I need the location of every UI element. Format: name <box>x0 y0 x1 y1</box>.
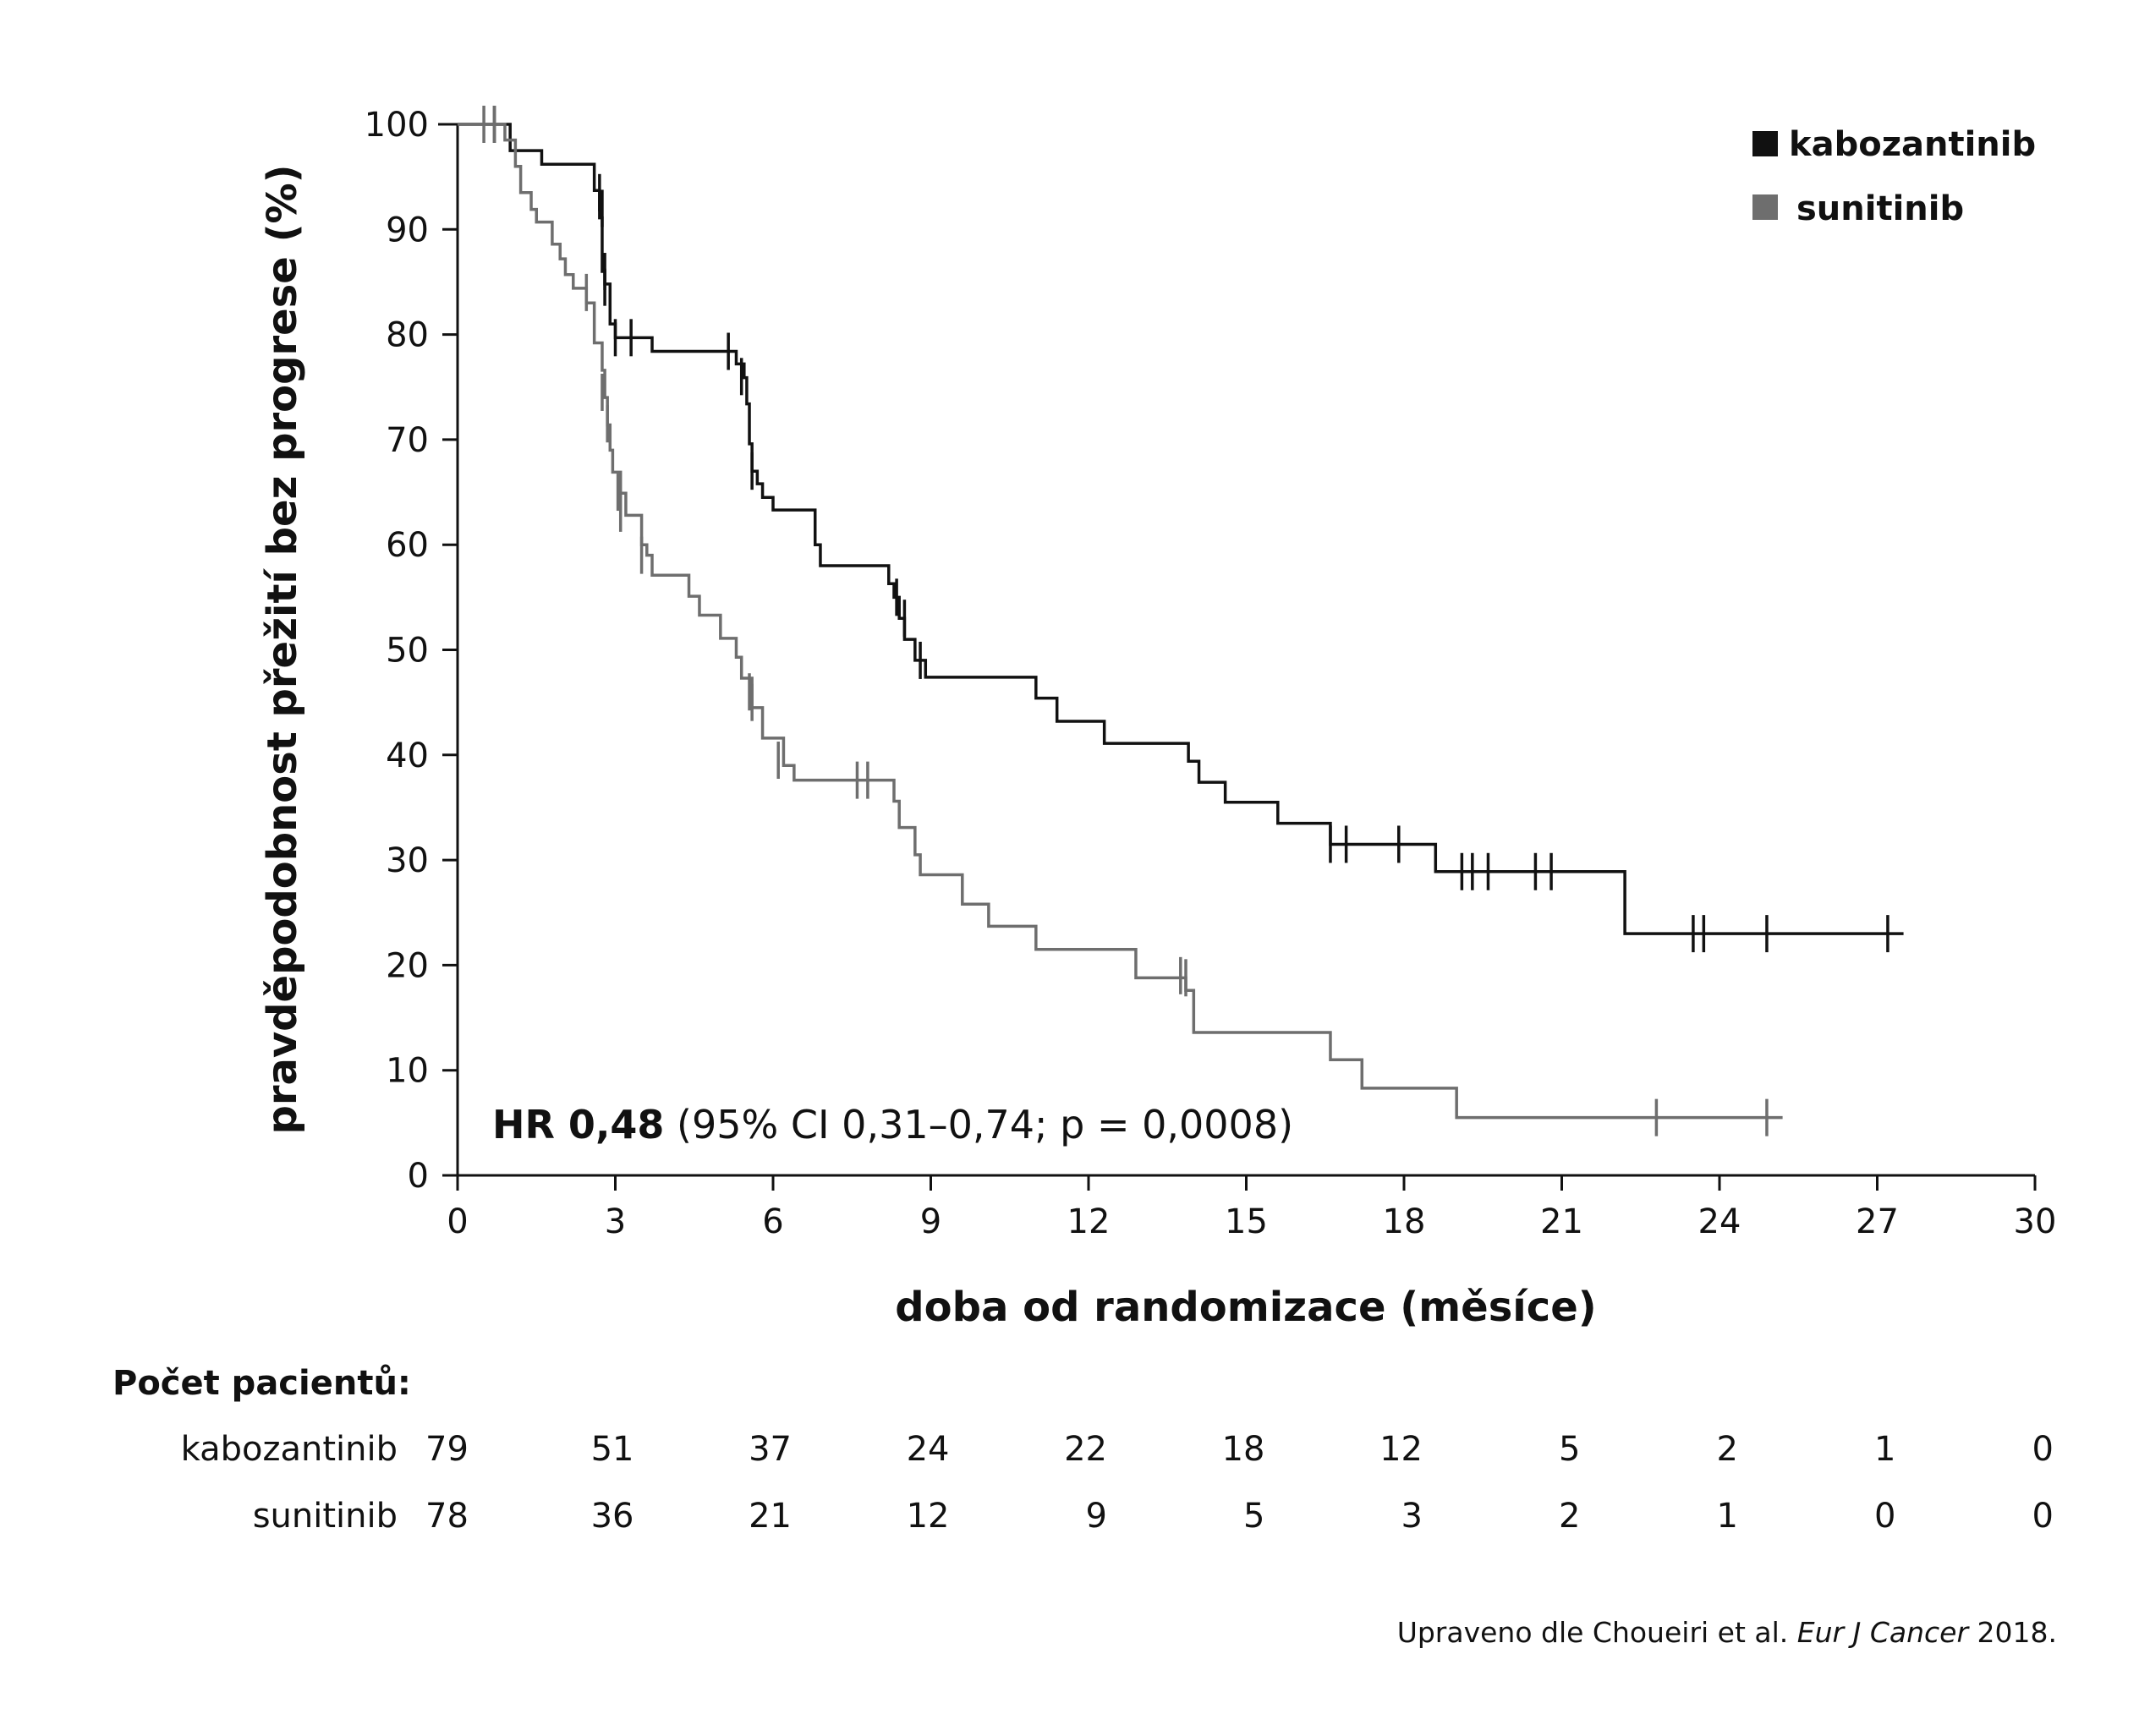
risk-cell: 1 <box>1717 1497 1738 1536</box>
x-tick-label: 3 <box>605 1202 626 1241</box>
risk-cell: 18 <box>1222 1430 1265 1469</box>
risk-cell: 37 <box>749 1430 792 1469</box>
y-tick-label: 40 <box>386 737 429 775</box>
y-tick-label: 50 <box>386 632 429 671</box>
series-line-kabozantinib <box>458 123 1904 935</box>
risk-cell: 0 <box>2032 1497 2054 1536</box>
y-axis-title: pravděpodobnost přežití bez progrese (%) <box>259 164 306 1134</box>
risk-cell: 5 <box>1559 1430 1580 1469</box>
legend: kabozantinib sunitinib <box>1752 125 2036 228</box>
y-tick-label: 90 <box>386 211 429 249</box>
x-tick-label: 24 <box>1698 1202 1741 1241</box>
x-tick-label: 18 <box>1383 1202 1426 1241</box>
legend-label-sunitinib: sunitinib <box>1796 189 1964 228</box>
risk-row-label: kabozantinib <box>181 1430 398 1469</box>
risk-cell: 0 <box>1874 1497 1895 1536</box>
risk-cell: 2 <box>1559 1497 1580 1536</box>
x-tick-label: 21 <box>1540 1202 1583 1241</box>
legend-swatch-kabozantinib <box>1752 131 1778 156</box>
source-citation: Upraveno dle Choueiri et al. Eur J Cance… <box>1397 1616 2057 1649</box>
x-tick-label: 15 <box>1225 1202 1268 1241</box>
risk-cell: 12 <box>1379 1430 1423 1469</box>
risk-cell: 22 <box>1064 1430 1107 1469</box>
legend-swatch-sunitinib <box>1752 194 1778 220</box>
hr-annotation-bold: HR 0,48 <box>492 1102 664 1147</box>
source-journal: Eur J Cancer <box>1797 1616 1971 1649</box>
risk-cell: 78 <box>425 1497 469 1536</box>
y-tick-label: 70 <box>386 421 429 460</box>
source-suffix: 2018. <box>1968 1616 2057 1649</box>
risk-cell: 36 <box>591 1497 634 1536</box>
risk-cell: 12 <box>907 1497 950 1536</box>
x-tick-label: 27 <box>1856 1202 1899 1241</box>
risk-cell: 0 <box>2032 1430 2054 1469</box>
x-tick-label: 6 <box>762 1202 783 1241</box>
risk-cell: 2 <box>1717 1430 1738 1469</box>
risk-row-label: sunitinib <box>253 1497 398 1536</box>
y-tick-label: 10 <box>386 1052 429 1091</box>
axes <box>438 123 2035 1177</box>
y-tick-label: 100 <box>365 106 429 145</box>
risk-cell: 51 <box>591 1430 634 1469</box>
x-tick-label: 12 <box>1067 1202 1111 1241</box>
source-prefix: Upraveno dle Choueiri et al. <box>1397 1616 1797 1649</box>
y-tick-label: 0 <box>408 1157 429 1196</box>
risk-cell: 79 <box>425 1430 469 1469</box>
risk-cell: 21 <box>749 1497 792 1536</box>
risk-cell: 5 <box>1243 1497 1264 1536</box>
risk-cell: 1 <box>1874 1430 1895 1469</box>
y-tick-label: 20 <box>386 946 429 985</box>
hr-annotation-rest: (95% CI 0,31–0,74; p = 0,0008) <box>664 1102 1293 1147</box>
y-tick-label: 80 <box>386 316 429 355</box>
x-tick-label: 0 <box>447 1202 468 1241</box>
risk-table-title: Počet pacientů: <box>112 1363 411 1403</box>
y-tick-label: 60 <box>386 526 429 565</box>
series-line-sunitinib <box>458 123 1783 1120</box>
risk-cell: 3 <box>1401 1497 1423 1536</box>
x-tick-label: 9 <box>920 1202 941 1241</box>
y-tick-label: 30 <box>386 841 429 880</box>
x-tick-label: 30 <box>2014 1202 2057 1241</box>
risk-cell: 9 <box>1086 1497 1107 1536</box>
risk-cell: 24 <box>907 1430 950 1469</box>
x-axis-title: doba od randomizace (měsíce) <box>895 1284 1596 1331</box>
legend-label-kabozantinib: kabozantinib <box>1789 125 2036 164</box>
hr-annotation: HR 0,48 (95% CI 0,31–0,74; p = 0,0008) <box>492 1102 1293 1147</box>
